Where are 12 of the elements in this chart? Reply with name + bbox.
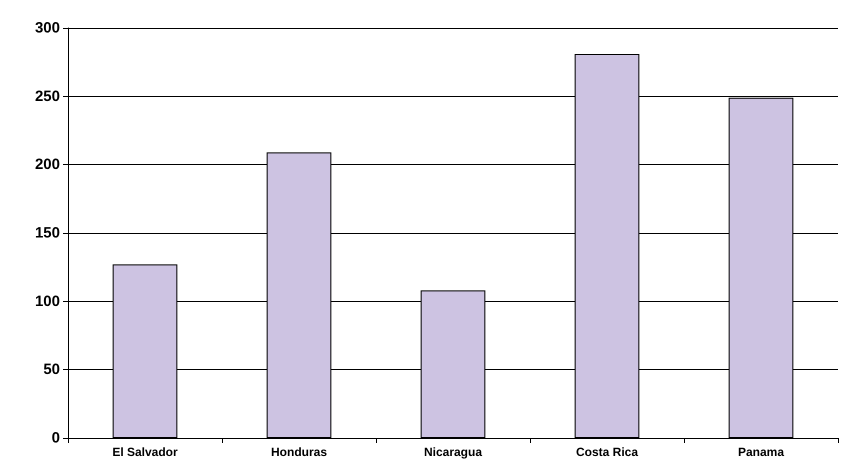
x-tick-label: El Salvador xyxy=(112,445,178,459)
y-tick-label: 300 xyxy=(34,20,60,36)
y-tick-label: 250 xyxy=(34,88,60,105)
x-tick-label: Honduras xyxy=(270,445,328,459)
y-tick-label: 150 xyxy=(34,224,60,242)
y-tick-label: 200 xyxy=(34,156,60,174)
x-tick-label: Costa Rica xyxy=(576,445,638,459)
y-tick-label: 50 xyxy=(43,361,60,378)
x-tick-label: Nicaragua xyxy=(424,445,482,459)
y-tick-label: 100 xyxy=(34,292,60,310)
x-tick-label: Panama xyxy=(738,445,784,459)
y-tick-label: 0 xyxy=(52,430,60,446)
